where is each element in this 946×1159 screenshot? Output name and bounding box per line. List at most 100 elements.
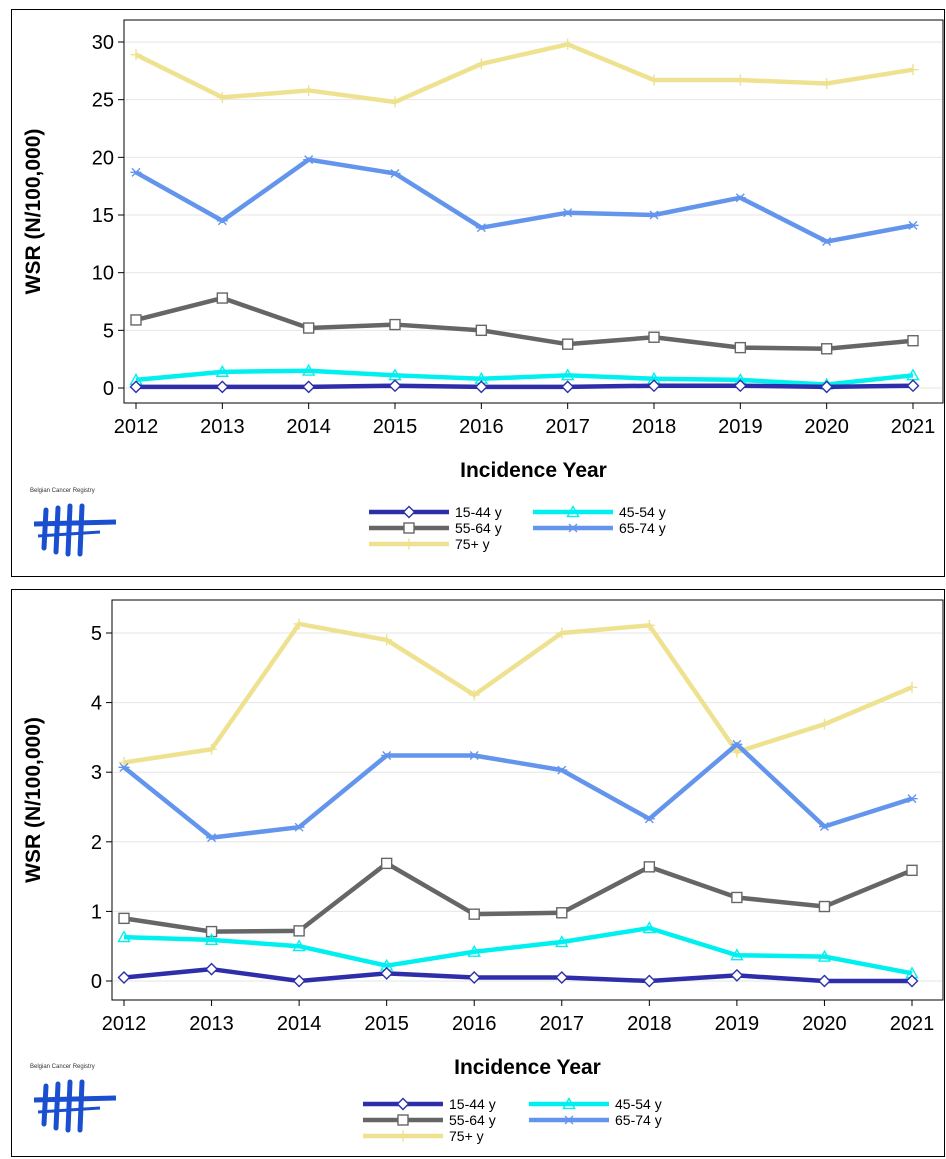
plot-frame (123, 19, 944, 404)
data-point (818, 900, 831, 913)
series-65-74-y (130, 155, 919, 247)
data-point (555, 935, 569, 948)
data-point (117, 930, 131, 943)
y-axis-label: WSR (N/100,000) (22, 717, 45, 883)
tally-logo-icon (33, 1079, 117, 1133)
data-point (117, 971, 131, 985)
legend-item-75-y: 75+ y (363, 1128, 484, 1144)
data-point (292, 974, 306, 988)
series-line-65-74-y (134, 157, 914, 244)
x-tick-label: 2012 (114, 416, 159, 438)
data-point (907, 335, 919, 347)
series-line-75-y (123, 621, 913, 765)
data-point (292, 939, 306, 952)
data-point (820, 380, 834, 394)
legend-label: 75+ y (455, 536, 490, 552)
x-axis-label: Incidence Year (454, 1056, 601, 1079)
belgian-cancer-registry-logo-1: Belgian Cancer Registry (30, 488, 140, 568)
line-chart-2: 0 1 2 3 4 5 2012 2013 2014 2015 2016 2017 2018 2019 20… (22, 599, 944, 1144)
data-point (302, 322, 315, 334)
data-point (561, 380, 575, 394)
legend-label: 65-74 y (615, 1112, 662, 1128)
x-tick-label: 2018 (632, 416, 677, 438)
legend-label: 55-64 y (449, 1112, 496, 1128)
data-point (562, 38, 574, 50)
legend-label: 15-44 y (455, 504, 502, 520)
plot-frame (111, 599, 944, 1001)
data-point (380, 966, 394, 980)
data-point (730, 968, 744, 982)
x-tick-label: 2020 (802, 1013, 847, 1035)
y-tick-label: 25 (92, 90, 114, 112)
x-tick-label: 2013 (200, 416, 245, 438)
data-point (303, 155, 315, 165)
data-point (734, 341, 747, 354)
data-point (648, 331, 660, 343)
series-15-44-y (129, 379, 920, 394)
legend-marker (566, 505, 580, 518)
data-point (205, 962, 219, 976)
legend-label: 65-74 y (619, 520, 666, 536)
data-point (731, 891, 743, 904)
y-tick-label: 10 (92, 263, 114, 285)
tally-logo-icon (33, 503, 117, 557)
y-tick-label: 0 (91, 971, 102, 993)
chart-panel-2: 0 1 2 3 4 5 2012 2013 2014 2015 2016 2017 2018 2019 20… (11, 589, 945, 1157)
data-point (130, 49, 142, 61)
series-75-y (118, 618, 918, 768)
data-point (468, 751, 480, 760)
data-point (730, 948, 744, 961)
data-point (561, 338, 574, 350)
y-tick-label: 15 (92, 205, 114, 227)
data-point (474, 380, 488, 394)
data-point (381, 751, 393, 760)
data-point (906, 794, 918, 804)
data-point (906, 681, 918, 693)
data-point (467, 944, 481, 957)
x-tick-label: 2013 (189, 1013, 234, 1035)
data-point (204, 932, 219, 946)
y-tick-label: 5 (91, 623, 102, 645)
logo-text: Belgian Cancer Registry (30, 1064, 95, 1070)
data-point (389, 96, 401, 108)
data-point (905, 974, 919, 988)
legend-label: 45-54 y (619, 504, 666, 520)
legend-marker (396, 1097, 410, 1111)
data-point (642, 974, 656, 988)
legend-label: 55-64 y (455, 520, 502, 536)
belgian-cancer-registry-logo-2: Belgian Cancer Registry (30, 1064, 140, 1144)
data-point (216, 292, 229, 304)
data-point (118, 912, 130, 925)
data-point (820, 343, 833, 355)
data-point (118, 756, 130, 768)
x-tick-label: 2021 (891, 416, 936, 438)
data-point (206, 833, 218, 843)
data-point (302, 380, 316, 394)
data-point (556, 627, 568, 639)
legend-label: 45-54 y (615, 1096, 662, 1112)
legend-item-45-54-y: 45-54 y (529, 1096, 662, 1112)
data-point (467, 971, 481, 985)
data-point (301, 363, 316, 376)
legend-item-65-74-y: 65-74 y (529, 1112, 662, 1128)
series-line-15-44-y (123, 966, 912, 984)
data-point (380, 857, 393, 870)
data-point (293, 925, 305, 937)
y-tick-label: 3 (91, 762, 102, 784)
legend-item-15-44-y: 15-44 y (369, 504, 502, 520)
data-point (648, 74, 660, 86)
x-tick-label: 2014 (277, 1013, 322, 1035)
y-tick-label: 2 (91, 832, 102, 854)
data-point (215, 364, 230, 377)
data-point (118, 762, 130, 772)
series-line-55-64-y (135, 295, 914, 352)
y-tick-label: 4 (91, 693, 102, 715)
data-point (821, 78, 833, 90)
data-point (647, 379, 661, 393)
series-15-44-y (117, 962, 919, 988)
data-point (817, 949, 832, 962)
data-point (293, 822, 305, 832)
x-tick-label: 2018 (627, 1013, 672, 1035)
data-point (734, 74, 746, 86)
x-tick-label: 2015 (364, 1013, 409, 1035)
